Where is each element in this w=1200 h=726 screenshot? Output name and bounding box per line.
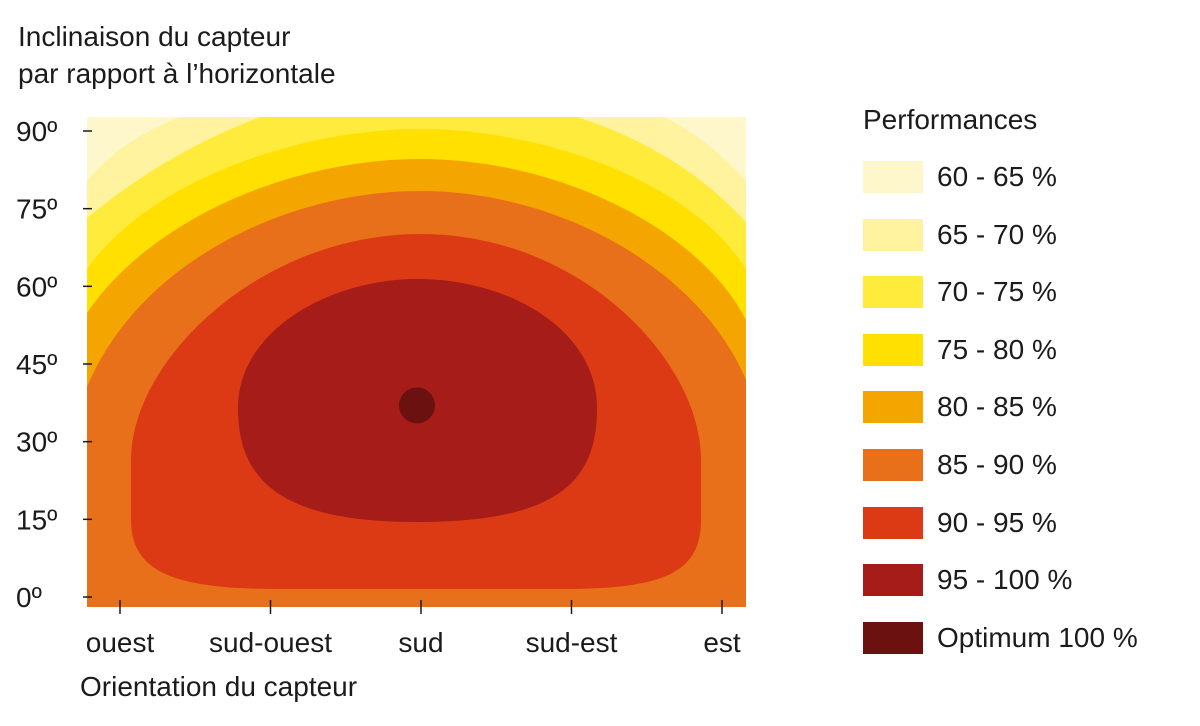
legend-item: 75 - 80 % [863, 333, 1057, 367]
plot-area [87, 117, 746, 607]
legend-swatch [863, 564, 923, 597]
legend-label: 95 - 100 % [937, 564, 1073, 596]
legend-swatch [863, 333, 923, 366]
legend-item: 65 - 70 % [863, 218, 1057, 252]
y-tick-label: 0º [16, 582, 42, 613]
legend-swatch [863, 449, 923, 481]
y-axis-title-line1: Inclinaison du capteur [18, 21, 291, 52]
legend-swatch [863, 621, 923, 654]
y-tick-label: 15º [16, 504, 57, 535]
x-tick-label: est [703, 627, 741, 658]
y-tick-label: 90º [16, 116, 57, 147]
x-axis: ouest sud-ouest sud sud-est est [86, 600, 741, 658]
x-tick-label: sud-est [526, 627, 618, 658]
legend-item: 80 - 85 % [863, 390, 1057, 424]
x-tick-label: sud [398, 627, 443, 658]
legend-swatch [863, 161, 923, 193]
x-axis-title: Orientation du capteur [80, 671, 357, 702]
legend-label: 60 - 65 % [937, 161, 1057, 192]
y-tick-label: 75º [16, 194, 57, 225]
legend-swatch [863, 391, 923, 424]
y-tick-label: 30º [16, 427, 57, 458]
legend-title: Performances [863, 104, 1038, 135]
legend-item: 70 - 75 % [863, 275, 1057, 309]
legend-label: 85 - 90 % [937, 449, 1057, 480]
legend-label: 75 - 80 % [937, 333, 1057, 365]
legend-label: 65 - 70 % [937, 218, 1057, 250]
y-tick-label: 60º [16, 271, 57, 302]
legend-label: 90 - 95 % [937, 506, 1057, 538]
x-tick-label: ouest [86, 627, 155, 658]
legend-label: 70 - 75 % [937, 276, 1057, 308]
legend-item: 90 - 95 % [863, 506, 1057, 540]
x-tick-label: sud-ouest [209, 627, 332, 658]
legend-swatch [863, 276, 923, 309]
legend-item: 60 - 65 % [863, 160, 1057, 194]
legend-item: 85 - 90 % [863, 448, 1057, 482]
legend-swatch [863, 218, 923, 251]
y-tick-label: 45º [16, 349, 57, 380]
legend-item: Optimum 100 % [863, 621, 1138, 655]
optimum-point [399, 387, 435, 424]
legend-label: Optimum 100 % [937, 621, 1138, 653]
legend-swatch [863, 506, 923, 539]
legend-label: 80 - 85 % [937, 391, 1057, 423]
legend-item: 95 - 100 % [863, 563, 1072, 597]
y-axis: 0º 15º 30º 45º 60º 75º 90º [16, 116, 92, 613]
y-axis-title-line2: par rapport à l’horizontale [18, 58, 336, 89]
